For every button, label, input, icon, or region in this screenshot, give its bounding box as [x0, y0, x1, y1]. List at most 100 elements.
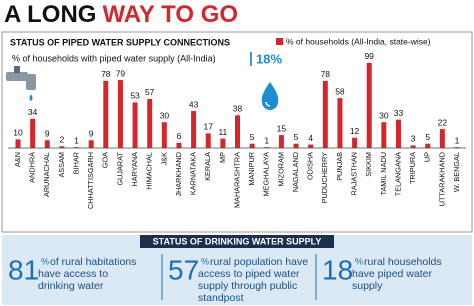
value-label: 78 [101, 69, 111, 79]
chart-frame [1, 31, 473, 233]
bar [410, 145, 416, 148]
stat-text: of rural habitations have access to drinki… [38, 256, 136, 292]
bar [44, 140, 50, 148]
x-tick-label: HIMACHAL [145, 152, 154, 190]
value-label: 38 [233, 104, 243, 114]
stat-number: 57 [168, 254, 199, 285]
x-tick-label: MANIPUR [247, 152, 256, 186]
x-tick-label: GUJARAT [115, 151, 124, 185]
x-tick-label: TAMIL NADU [379, 152, 388, 195]
value-label: 53 [130, 91, 140, 101]
bar [235, 115, 240, 148]
x-tick-label: NAGALAND [291, 152, 300, 192]
drop-highlight [265, 101, 271, 107]
bar [176, 142, 182, 148]
title: A LONG WAY TO GO [4, 1, 238, 28]
value-label: 6 [177, 131, 182, 141]
value-label: 17 [203, 122, 213, 132]
x-tick-label: UP [423, 152, 432, 162]
x-tick-label: HARYANA [130, 152, 139, 187]
value-label: 2 [60, 135, 65, 145]
value-label: 1 [264, 135, 269, 145]
bar [395, 119, 401, 148]
x-tick-label: ANDHRA [28, 152, 37, 183]
x-tick-label: BIHAR [71, 152, 80, 174]
chart-subtitle: STATUS OF PIPED WATER SUPPLY CONNECTIONS [10, 37, 230, 47]
value-label: 1 [455, 135, 460, 145]
value-label: 78 [321, 69, 331, 79]
bar [381, 122, 387, 148]
bar [308, 144, 314, 148]
stat-unit: % [355, 256, 363, 266]
value-label: 5 [294, 132, 299, 142]
stat-text: rural population have access to piped wat… [198, 256, 308, 304]
x-tick-label: MEGHALAYA [262, 152, 271, 196]
x-tick-label: RAJASTHAN [349, 152, 358, 195]
title-black: A LONG [4, 1, 96, 28]
value-label: 1 [74, 135, 79, 145]
x-tick-label: SIKKIM [364, 152, 373, 177]
stat-number: 81 [8, 254, 39, 285]
bar [352, 137, 358, 148]
x-tick-label: W. BENGAL [452, 152, 461, 192]
value-label: 33 [394, 108, 404, 118]
bar [220, 138, 226, 148]
tap-icon [6, 66, 36, 101]
x-tick-label: MP [218, 152, 227, 163]
bar [322, 80, 328, 148]
bar [15, 139, 21, 148]
bar [147, 98, 153, 148]
value-label: 11 [218, 127, 227, 137]
value-label: 30 [160, 110, 170, 120]
drinking-title: STATUS OF DRINKING WATER SUPPLY [153, 236, 322, 246]
x-tick-label: KARNATAKA [189, 152, 198, 195]
stat-text: rural households have piped water supply [352, 256, 442, 292]
bar [30, 118, 36, 148]
bar [205, 133, 211, 148]
bar [293, 143, 299, 148]
x-tick-label: ODISHA [306, 152, 315, 180]
value-label: 30 [379, 110, 389, 120]
bar [161, 122, 167, 148]
x-tick-label: MIZORAM [276, 152, 285, 186]
bar [439, 129, 445, 148]
value-label: 5 [250, 132, 255, 142]
value-label: 10 [13, 128, 23, 138]
value-label: 99 [364, 51, 374, 61]
stat-number: 18 [322, 254, 353, 285]
x-tick-label: PUDUCHERRY [320, 152, 329, 203]
stat-unit: % [41, 256, 49, 266]
x-tick-label: TELANGANA [393, 152, 402, 196]
value-label: 4 [308, 133, 313, 143]
value-label: 5 [425, 132, 430, 142]
value-label: 9 [89, 129, 94, 139]
value-label: 9 [45, 129, 50, 139]
bar [103, 80, 109, 148]
bar [337, 98, 343, 148]
x-tick-label: ASSAM [57, 152, 66, 178]
value-label: 43 [189, 99, 199, 109]
title-red: WAY TO GO [102, 1, 238, 28]
value-label: 22 [438, 117, 448, 127]
value-label: 34 [28, 107, 38, 117]
x-tick-label: PUNJAB [335, 152, 344, 181]
legend-label: % of households (All-India, state-wise) [286, 36, 431, 46]
x-tick-label: CHHATTISGARH [86, 152, 95, 209]
legend-swatch [276, 38, 283, 45]
bar [74, 147, 80, 148]
value-label: 3 [411, 134, 416, 144]
bar [88, 140, 94, 148]
value-label: 58 [335, 86, 345, 96]
bar [425, 143, 431, 148]
x-tick-label: KERALA [203, 152, 212, 181]
bar [366, 62, 372, 148]
bar [278, 135, 284, 148]
drinking-header-bg [140, 235, 334, 248]
bar [132, 102, 138, 148]
value-label: 57 [145, 87, 155, 97]
x-tick-label: A&N [13, 152, 22, 167]
value-label: 79 [116, 68, 126, 78]
bar [191, 111, 197, 148]
